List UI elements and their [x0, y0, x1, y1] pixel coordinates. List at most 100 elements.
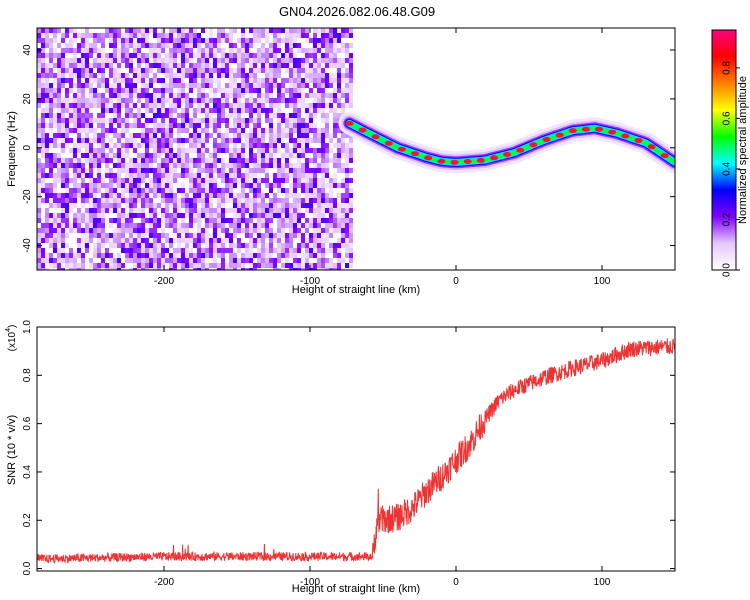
noise-cell [201, 178, 205, 183]
noise-cell [73, 113, 77, 118]
noise-cell [181, 268, 185, 270]
noise-cell [249, 63, 253, 68]
noise-cell [41, 98, 45, 103]
noise-cell [281, 263, 285, 268]
noise-cell [321, 228, 325, 233]
noise-cell [253, 63, 257, 68]
noise-cell [41, 258, 45, 263]
noise-cell [249, 158, 253, 163]
noise-cell [189, 238, 193, 243]
noise-cell [213, 248, 217, 253]
noise-cell [305, 208, 309, 213]
track-peak [555, 132, 564, 138]
noise-cell [265, 158, 269, 163]
noise-cell [61, 203, 65, 208]
noise-cell [261, 213, 265, 218]
noise-cell [165, 253, 169, 258]
noise-cell [169, 43, 173, 48]
noise-cell [321, 203, 325, 208]
noise-cell [113, 58, 117, 63]
noise-cell [289, 43, 293, 48]
noise-cell [189, 248, 193, 253]
noise-cell [117, 108, 121, 113]
noise-cell [197, 248, 201, 253]
track-peak [450, 159, 459, 165]
noise-cell [141, 93, 145, 98]
noise-cell [277, 203, 281, 208]
noise-cell [317, 108, 321, 113]
noise-cell [269, 183, 273, 188]
noise-cell [285, 193, 289, 198]
noise-cell [289, 63, 293, 68]
noise-cell [101, 78, 105, 83]
noise-cell [149, 53, 153, 58]
noise-cell [205, 203, 209, 208]
noise-cell [153, 253, 157, 258]
noise-cell [125, 83, 129, 88]
noise-cell [289, 223, 293, 228]
noise-cell [209, 88, 213, 93]
noise-cell [237, 148, 241, 153]
noise-cell [249, 93, 253, 98]
noise-cell [105, 193, 109, 198]
noise-cell [225, 193, 229, 198]
noise-cell [333, 73, 337, 78]
noise-cell [213, 238, 217, 243]
noise-cell [273, 233, 277, 238]
noise-cell [49, 183, 53, 188]
noise-cell [173, 53, 177, 58]
noise-cell [237, 168, 241, 173]
noise-cell [153, 213, 157, 218]
noise-cell [349, 188, 353, 193]
noise-cell [337, 63, 341, 68]
noise-cell [337, 113, 341, 118]
noise-cell [121, 263, 125, 268]
top-y-tick-label: 0 [22, 145, 33, 151]
noise-cell [133, 103, 137, 108]
noise-cell [293, 63, 297, 68]
noise-cell [69, 248, 73, 253]
noise-cell [153, 118, 157, 123]
noise-cell [149, 48, 153, 53]
noise-cell [81, 73, 85, 78]
noise-cell [77, 118, 81, 123]
noise-cell [297, 218, 301, 223]
noise-cell [305, 48, 309, 53]
noise-cell [329, 233, 333, 238]
noise-cell [113, 88, 117, 93]
noise-cell [137, 248, 141, 253]
noise-cell [241, 103, 245, 108]
noise-cell [53, 228, 57, 233]
noise-cell [273, 98, 277, 103]
noise-cell [109, 268, 113, 270]
noise-cell [141, 208, 145, 213]
noise-cell [181, 188, 185, 193]
noise-cell [229, 83, 233, 88]
noise-cell [89, 193, 93, 198]
noise-cell [105, 103, 109, 108]
noise-cell [305, 238, 309, 243]
noise-cell [77, 103, 81, 108]
noise-cell [109, 233, 113, 238]
noise-cell [277, 113, 281, 118]
noise-cell [113, 153, 117, 158]
noise-cell [293, 253, 297, 258]
noise-cell [41, 113, 45, 118]
noise-cell [237, 198, 241, 203]
noise-cell [101, 183, 105, 188]
noise-cell [261, 78, 265, 83]
noise-cell [169, 153, 173, 158]
noise-cell [337, 248, 341, 253]
noise-cell [265, 48, 269, 53]
noise-cell [133, 93, 137, 98]
noise-cell [253, 238, 257, 243]
noise-cell [153, 223, 157, 228]
noise-cell [265, 63, 269, 68]
noise-cell [325, 48, 329, 53]
noise-cell [213, 63, 217, 68]
noise-cell [161, 63, 165, 68]
noise-cell [73, 203, 77, 208]
noise-cell [37, 168, 41, 173]
noise-cell [97, 158, 101, 163]
noise-cell [153, 208, 157, 213]
